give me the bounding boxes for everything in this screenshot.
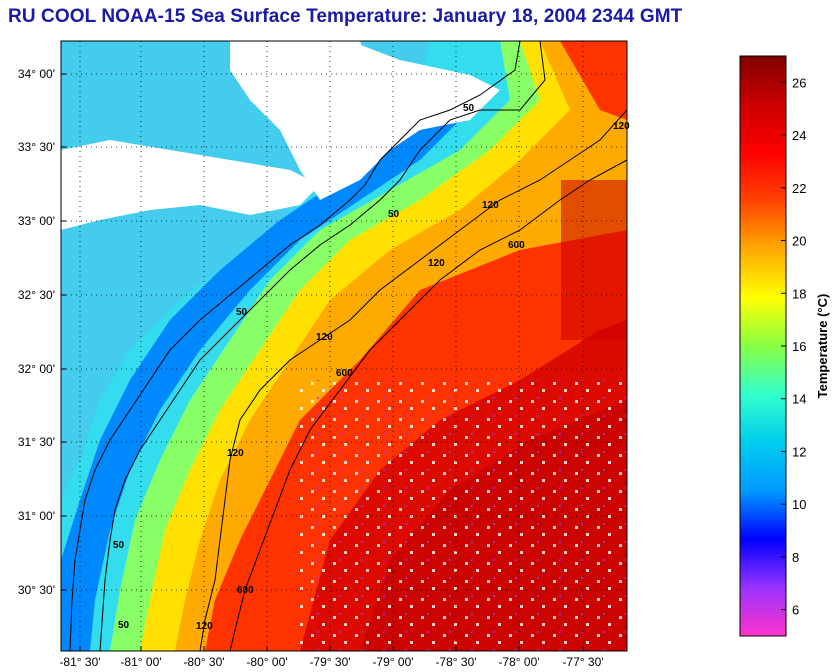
longitude-label: -78° 00': [498, 655, 539, 669]
isobath-120: [199, 109, 627, 651]
map-border: [60, 40, 628, 652]
latitude-label: 31° 00': [18, 509, 55, 523]
longitude-label: -79° 00': [372, 655, 413, 669]
contour-labels: 50 50 50 50 50 120 120 120 120 120 120 6…: [113, 103, 630, 632]
longitude-label: -81° 00': [120, 655, 161, 669]
contour-label-50: 50: [113, 540, 125, 551]
contour-label-50: 50: [236, 307, 248, 318]
nearshore-blue: [61, 80, 470, 651]
contour-label-120: 120: [227, 448, 244, 459]
colorbar: 26 24 22 20 18 16 14 12 10 8 6 Temperature (°C): [739, 55, 830, 637]
coastline: [69, 41, 521, 651]
latitude-labels: 34° 00' 33° 30' 33° 00' 32° 30' 32° 00' 31° 3…: [18, 67, 66, 597]
contour-label-600: 600: [508, 240, 525, 251]
latitude-label: 32° 30': [18, 288, 55, 302]
colorbar-tick-label: 12: [792, 444, 806, 459]
latitude-label: 31° 30': [18, 435, 55, 449]
colorbar-tick-label: 10: [792, 497, 806, 512]
contour-label-50: 50: [118, 620, 130, 631]
contour-label-50: 50: [388, 209, 400, 220]
latitude-label: 30° 30': [18, 583, 55, 597]
longitude-label: -80° 00': [246, 655, 287, 669]
colorbar-scale: [739, 55, 787, 637]
latitude-label: 33° 30': [18, 140, 55, 154]
isobath-600: [229, 159, 627, 651]
cloud-mask-small: [330, 41, 370, 80]
colorbar-ticks: 26 24 22 20 18 16 14 12 10 8 6: [781, 75, 806, 618]
offshore-warm-patch: [561, 180, 627, 340]
graticule: [61, 41, 627, 651]
colorbar-tick-label: 24: [792, 128, 806, 143]
longitude-labels: -81° 30' -81° 00' -80° 30' -80° 00' -79° 30'…: [59, 646, 604, 669]
longitude-label: -81° 30': [59, 655, 100, 669]
contour-label-120: 120: [316, 332, 333, 343]
latitude-label: 32° 00': [18, 362, 55, 376]
contour-label-50: 50: [463, 103, 475, 114]
contour-label-600: 600: [237, 585, 254, 596]
contour-label-120: 120: [613, 121, 630, 132]
contour-label-120: 120: [482, 200, 499, 211]
colorbar-tick-label: 16: [792, 339, 806, 354]
cloud-speckle: [300, 380, 627, 651]
colorbar-tick-label: 14: [792, 392, 806, 407]
colorbar-tick-label: 26: [792, 75, 806, 90]
isobath-50: [99, 41, 546, 651]
colorbar-tick-label: 6: [792, 603, 799, 618]
contour-label-120: 120: [428, 258, 445, 269]
longitude-label: -80° 30': [183, 655, 224, 669]
cloud-mask-west: [61, 140, 320, 230]
latitude-label: 34° 00': [18, 67, 55, 81]
colorbar-tick-label: 22: [792, 181, 806, 196]
contour-label-600: 600: [336, 368, 353, 379]
colorbar-tick-label: 8: [792, 550, 799, 565]
longitude-label: -78° 30': [435, 655, 476, 669]
colorbar-tick-label: 20: [792, 234, 806, 249]
latitude-label: 33° 00': [18, 214, 55, 228]
longitude-label: -77° 30': [562, 655, 603, 669]
colorbar-tick-label: 18: [792, 286, 806, 301]
cloud-mask-carolinas: [230, 41, 500, 200]
colorbar-title: Temperature (°C): [815, 294, 830, 399]
sst-map: [61, 41, 627, 651]
longitude-label: -79° 30': [309, 655, 350, 669]
contour-label-120: 120: [196, 621, 213, 632]
map-title: RU COOL NOAA-15 Sea Surface Temperature:…: [8, 6, 683, 27]
